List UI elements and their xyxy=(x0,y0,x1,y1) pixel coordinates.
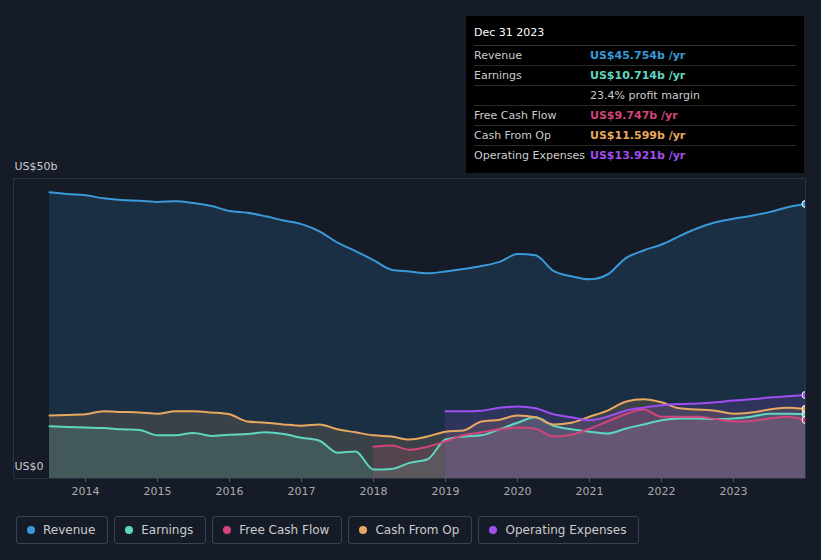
html-text:Cash From Op: Cash From Op xyxy=(474,129,551,142)
svg-text:2023: 2023 xyxy=(720,485,748,498)
html-text:Free Cash Flow: Free Cash Flow xyxy=(239,523,330,537)
html-text:Cash From Op: Cash From Op xyxy=(375,523,460,537)
svg-text:2016: 2016 xyxy=(216,485,244,498)
html-text:US$45.754b /yr: US$45.754b /yr xyxy=(590,49,686,62)
html-text:23.4% profit margin: 23.4% profit margin xyxy=(590,89,700,102)
svg-text:2019: 2019 xyxy=(432,485,460,498)
html-text:Free Cash Flow: Free Cash Flow xyxy=(474,109,557,122)
html-text:Earnings: Earnings xyxy=(141,523,194,537)
svg-text:US$0: US$0 xyxy=(15,460,44,473)
html-text:US$9.747b /yr: US$9.747b /yr xyxy=(590,109,678,122)
html-text:Dec 31 2023: Dec 31 2023 xyxy=(474,26,545,39)
svg-text:2017: 2017 xyxy=(288,485,316,498)
html-text:US$13.921b /yr: US$13.921b /yr xyxy=(590,149,686,162)
svg-text:2015: 2015 xyxy=(144,485,172,498)
svg-text:US$50b: US$50b xyxy=(15,160,58,173)
html-text:US$10.714b /yr: US$10.714b /yr xyxy=(590,69,686,82)
svg-text:2021: 2021 xyxy=(576,485,604,498)
svg-text:2018: 2018 xyxy=(360,485,388,498)
html-text:Earnings: Earnings xyxy=(474,69,522,82)
html-text:Revenue: Revenue xyxy=(474,49,522,62)
html-text:Operating Expenses: Operating Expenses xyxy=(474,149,585,162)
svg-text:2014: 2014 xyxy=(72,485,100,498)
svg-text:2022: 2022 xyxy=(648,485,676,498)
svg-text:2020: 2020 xyxy=(504,485,532,498)
html-text:Revenue: Revenue xyxy=(43,523,96,537)
html-text:US$11.599b /yr: US$11.599b /yr xyxy=(590,129,686,142)
html-text:Operating Expenses: Operating Expenses xyxy=(505,523,627,537)
